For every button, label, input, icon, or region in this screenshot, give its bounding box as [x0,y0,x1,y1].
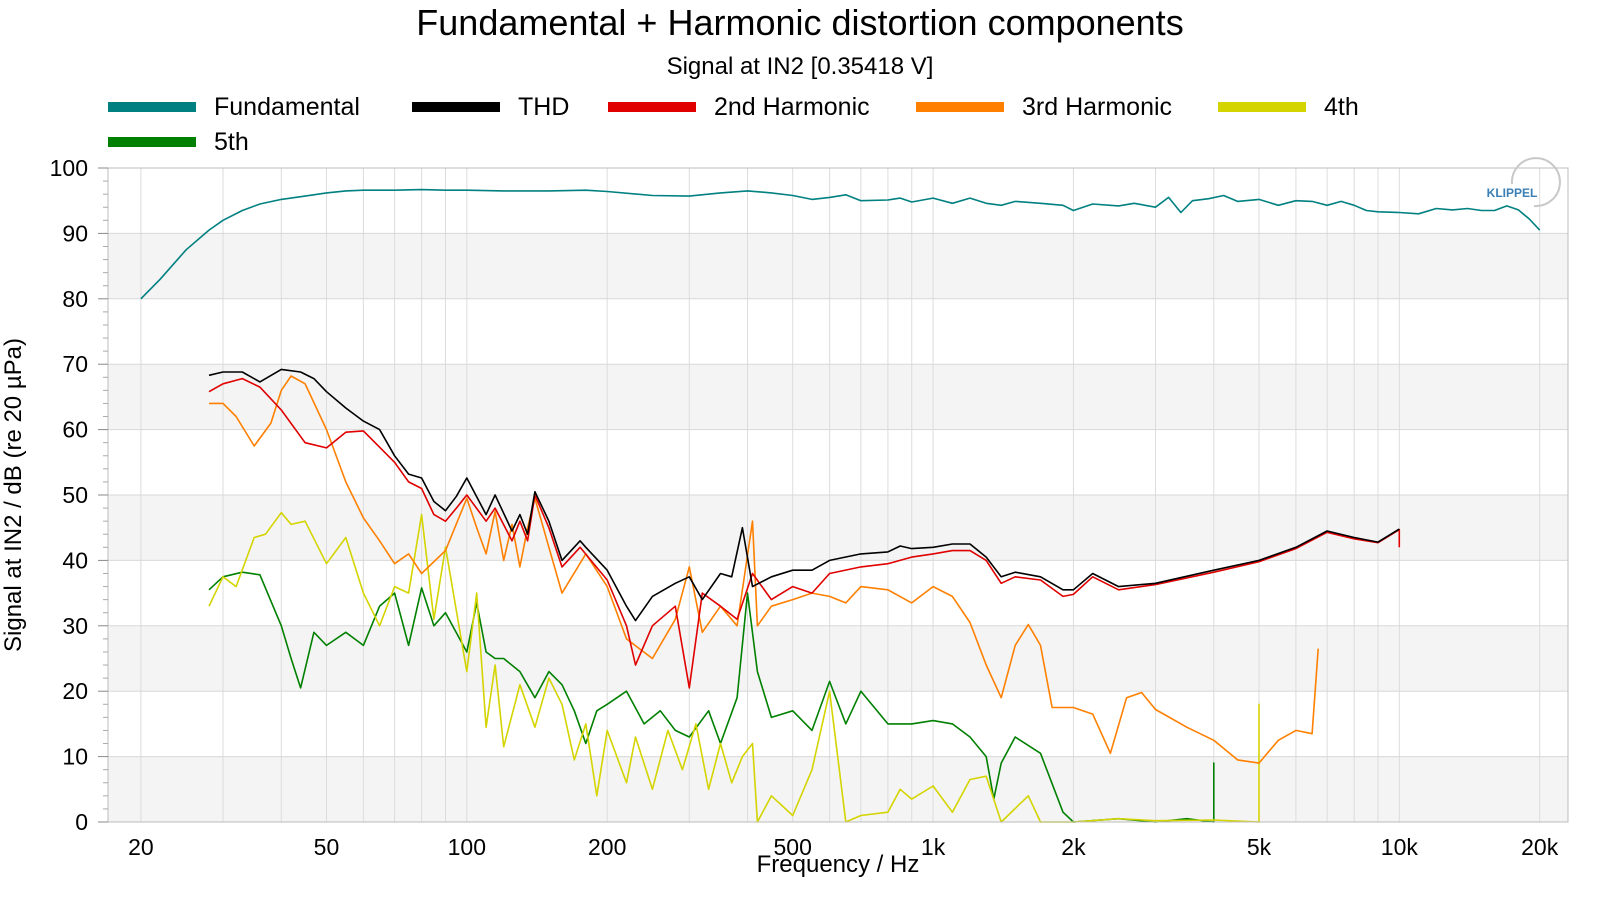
y-tick-label: 10 [62,744,88,770]
series-line-fundamental [140,188,1541,300]
grid-band [108,364,1568,430]
grid-band [108,625,1568,692]
grid-band [108,233,1568,299]
legend-item: 2nd Harmonic [608,92,870,122]
x-axis-title: Frequency / Hz [757,851,920,878]
legend-item: 5th [108,127,249,157]
legend-label: Fundamental [214,92,360,121]
x-tick-label: 1k [921,834,946,860]
y-tick-label: 60 [62,417,88,443]
series-line-2nd-harmonic [208,377,1401,689]
legend-label: 3rd Harmonic [1022,92,1173,121]
y-tick-label: 100 [50,155,88,181]
legend-item: 4th [1218,92,1359,122]
x-tick-label: 100 [448,834,486,860]
legend-label: 5th [214,127,249,156]
x-tick-label: 200 [588,834,626,860]
y-tick-label: 40 [62,547,88,573]
x-ticks: 20 50 100 200 500 1k 2k 5k 10k 20k [128,834,1559,860]
y-tick-label: 90 [62,220,88,246]
chart-title: Fundamental + Harmonic distortion compon… [416,2,1184,43]
klippel-logo-arc [1510,157,1561,208]
legend-swatch [412,102,500,112]
series-line-thd [208,368,1400,622]
grid-band [108,756,1568,822]
x-tick-label: 2k [1061,834,1086,860]
legend-swatch [108,137,196,147]
series-layer [140,188,1541,823]
y-tick-label: 0 [75,809,88,835]
klippel-logo-text: KLIPPEL [1487,186,1538,200]
x-tick-label: 20 [128,834,154,860]
y-tick-label: 20 [62,678,88,704]
grid-bands [108,233,1568,822]
legend-swatch [916,102,1004,112]
y-tick-label: 30 [62,613,88,639]
x-tick-label: 50 [314,834,340,860]
legend-item: 3rd Harmonic [916,92,1172,122]
x-tick-label: 500 [774,834,812,860]
x-tick-label: 5k [1247,834,1272,860]
legend-label: 4th [1324,92,1359,121]
legend-label: 2nd Harmonic [714,92,870,121]
legend-label: THD [518,92,570,121]
x-tick-label: 10k [1381,834,1419,860]
y-ticks: 0 10 20 30 40 50 60 70 80 90 100 [50,155,108,835]
legend-swatch [608,102,696,112]
chart-subtitle: Signal at IN2 [0.35418 V] [666,53,934,80]
y-tick-label: 50 [62,482,88,508]
legend-item: THD [412,92,569,122]
y-tick-label: 80 [62,286,88,312]
legend-swatch [108,102,196,112]
series-line-5th [208,571,1215,823]
legend: Fundamental THD 2nd Harmonic 3rd Harmonic 4t… [108,92,1528,162]
grid-band [108,495,1568,561]
series-line-4th [208,511,1260,823]
legend-swatch [1218,102,1306,112]
legend-item: Fundamental [108,92,360,122]
klippel-logo: KLIPPEL [1487,157,1561,208]
x-tick-label: 20k [1521,834,1559,860]
y-axis-title: Signal at IN2 / dB (re 20 µPa) [0,338,27,652]
y-tick-label: 70 [62,351,88,377]
